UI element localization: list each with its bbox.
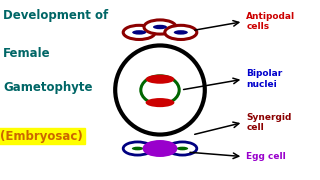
Ellipse shape — [132, 147, 143, 150]
Text: Synergid
cell: Synergid cell — [246, 113, 292, 132]
Ellipse shape — [146, 75, 174, 84]
Text: Female: Female — [3, 47, 51, 60]
Ellipse shape — [153, 25, 167, 29]
Ellipse shape — [123, 25, 155, 39]
Ellipse shape — [144, 20, 176, 34]
Text: Bipolar
nuclei: Bipolar nuclei — [246, 69, 283, 89]
Text: (Embryosac): (Embryosac) — [0, 130, 83, 143]
Ellipse shape — [177, 147, 188, 150]
Ellipse shape — [141, 76, 179, 104]
Ellipse shape — [165, 25, 197, 39]
Text: Gametophyte: Gametophyte — [3, 81, 93, 94]
Ellipse shape — [115, 45, 205, 135]
Text: Egg cell: Egg cell — [246, 152, 286, 161]
Ellipse shape — [144, 141, 176, 156]
Text: Antipodal
cells: Antipodal cells — [246, 12, 296, 31]
Ellipse shape — [168, 142, 197, 155]
Text: Development of: Development of — [3, 9, 108, 22]
Ellipse shape — [146, 98, 174, 107]
Ellipse shape — [174, 30, 188, 35]
Ellipse shape — [132, 30, 146, 35]
Ellipse shape — [123, 142, 152, 155]
